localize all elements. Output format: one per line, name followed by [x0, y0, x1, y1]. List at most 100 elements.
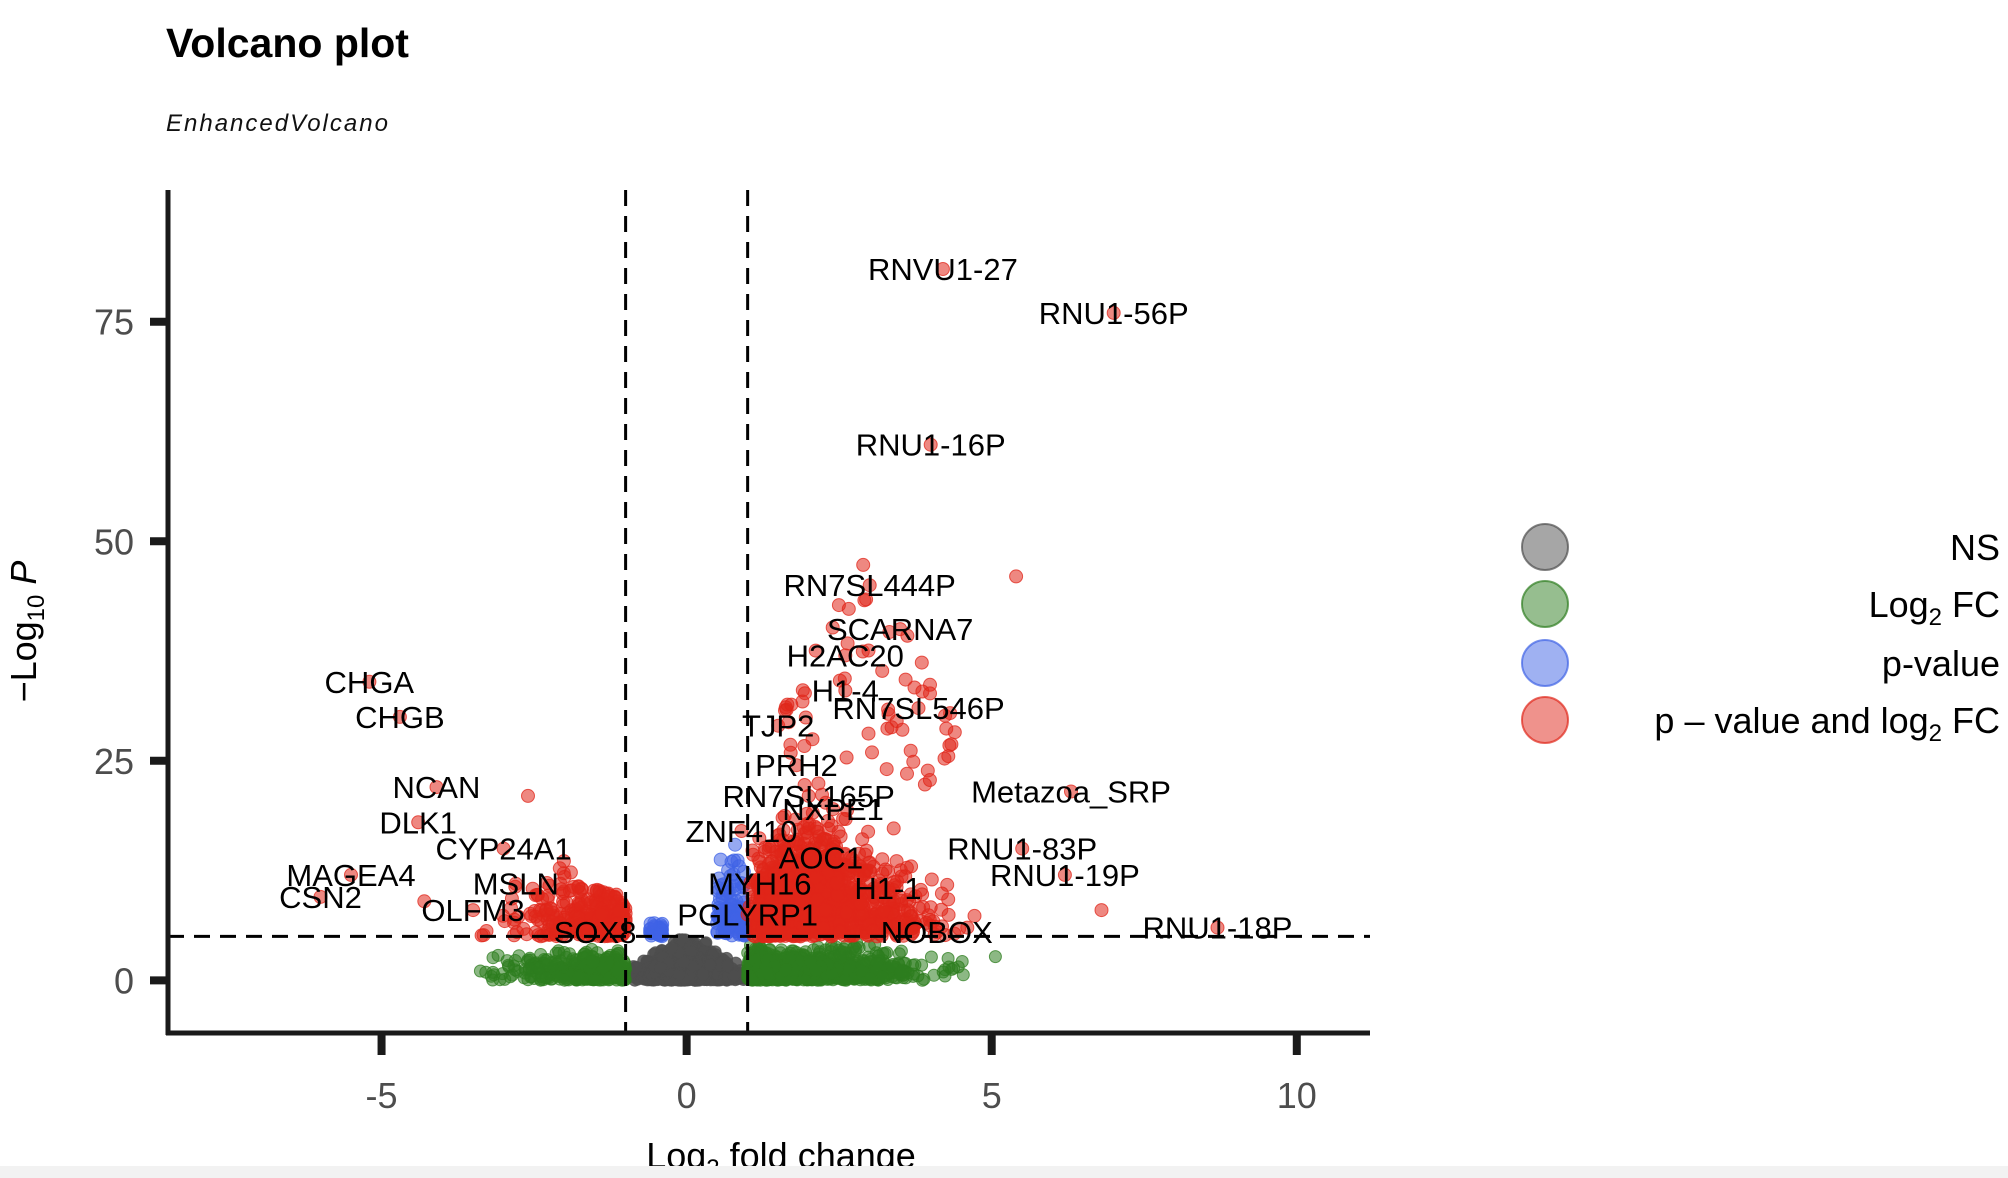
gene-label: PGLYRP1: [677, 897, 818, 932]
data-point-log2fc: [895, 964, 909, 978]
data-point-log2fc: [833, 947, 847, 961]
data-point-log2fc: [596, 961, 610, 975]
gene-label: RN7SL546P: [832, 691, 1004, 726]
data-point-log2fc: [951, 960, 965, 974]
gene-label: H1-1: [854, 871, 921, 906]
data-point-log2fc: [586, 955, 600, 969]
data-point-log2fc: [521, 973, 535, 987]
points-layer: [313, 262, 1225, 987]
legend-key-pvalue: [1521, 639, 1569, 687]
data-point-ns: [703, 958, 717, 972]
data-point-log2fc: [924, 950, 938, 964]
data-point-log2fc: [512, 949, 526, 963]
gene-label: CYP24A1: [436, 832, 572, 867]
data-point-pvalue: [653, 927, 668, 942]
data-point-both: [934, 886, 949, 901]
data-point-log2fc: [540, 958, 554, 972]
legend-key-log2fc: [1521, 580, 1569, 628]
data-point-both: [903, 743, 918, 758]
data-point-both: [900, 766, 914, 781]
data-point-both: [917, 777, 932, 792]
gene-label: NCAN: [393, 770, 481, 805]
window-bottom-edge: [0, 1166, 2008, 1178]
gene-label: NOBOX: [881, 915, 993, 950]
data-point-log2fc: [501, 958, 515, 972]
data-point-both: [839, 750, 854, 765]
data-point-both: [886, 821, 901, 836]
gene-label: H2AC20: [787, 638, 904, 673]
data-point-log2fc: [588, 972, 602, 986]
gene-label: CHGA: [325, 665, 415, 700]
data-point-log2fc: [558, 973, 572, 987]
legend-key-both: [1521, 696, 1569, 744]
gene-label: OLFM3: [421, 893, 524, 928]
gene-label: RNVU1-27: [868, 252, 1018, 287]
data-point-both: [521, 788, 535, 803]
chart-title: Volcano plot: [166, 20, 409, 66]
data-point-log2fc: [572, 969, 586, 983]
data-point-ns: [629, 960, 643, 974]
legend-label-log2fc: Log2 FC: [1869, 584, 2000, 631]
gene-label: CSN2: [279, 880, 362, 915]
x-tick-label: 5: [982, 1075, 1002, 1116]
y-tick-label: 0: [114, 960, 134, 1001]
data-point-log2fc: [915, 958, 929, 972]
legend-label-pvalue: p-value: [1882, 643, 2000, 684]
data-point-both: [865, 745, 879, 760]
data-point-both: [528, 909, 543, 924]
gene-label: RNU1-56P: [1039, 296, 1189, 331]
data-point-log2fc: [938, 969, 952, 983]
legend-label-both: p – value and log2 FC: [1654, 700, 2000, 747]
gene-label: RNU1-16P: [856, 428, 1006, 463]
data-point-both: [816, 921, 831, 936]
data-point-ns: [720, 959, 734, 973]
data-point-log2fc: [780, 963, 793, 977]
gene-label: RN7SL444P: [784, 568, 956, 603]
gene-label: RNU1-18P: [1143, 911, 1293, 946]
legend-label-ns: NS: [1950, 527, 2000, 568]
data-point-both: [1009, 569, 1024, 584]
data-point-both: [839, 905, 854, 920]
data-point-log2fc: [809, 963, 823, 977]
y-axis-title: −Log10 P: [3, 561, 50, 703]
legend: NS Log2 FC p-value p – value and log2 FC: [1521, 523, 2000, 747]
y-tick-label: 75: [94, 302, 134, 343]
data-point-both: [914, 655, 929, 670]
data-point-pvalue: [643, 916, 658, 931]
data-point-both: [1094, 903, 1109, 918]
data-point-both: [937, 751, 952, 766]
data-point-both: [861, 726, 876, 741]
data-point-log2fc: [760, 966, 774, 980]
data-point-log2fc: [876, 970, 890, 984]
data-point-ns: [654, 961, 668, 975]
data-point-log2fc: [568, 953, 582, 967]
gene-label: SOX8: [554, 915, 637, 950]
gene-label: CHGB: [355, 700, 445, 735]
gene-label: Metazoa_SRP: [971, 775, 1171, 810]
gene-label: TJP2: [742, 709, 814, 744]
data-point-both: [586, 883, 601, 898]
x-tick-label: 10: [1277, 1075, 1317, 1116]
data-point-both: [923, 677, 937, 692]
legend-key-ns: [1521, 523, 1569, 571]
gene-labels: RNVU1-27RNU1-56PRNU1-16PRN7SL444PSCARNA7…: [279, 252, 1292, 950]
data-point-log2fc: [863, 971, 877, 984]
data-point-both: [875, 852, 890, 867]
gene-label: RNU1-19P: [990, 858, 1140, 893]
data-point-log2fc: [486, 965, 500, 979]
data-point-log2fc: [473, 964, 487, 978]
data-point-log2fc: [988, 950, 1002, 964]
data-point-both: [559, 895, 574, 910]
data-point-both: [924, 872, 939, 887]
data-point-both: [920, 763, 935, 778]
x-tick-label: 0: [677, 1075, 697, 1116]
data-point-log2fc: [807, 943, 821, 957]
data-point-ns: [665, 941, 679, 955]
y-tick-label: 50: [94, 521, 134, 562]
data-point-both: [942, 738, 957, 753]
data-point-both: [829, 876, 844, 891]
data-point-both: [575, 882, 589, 897]
data-point-log2fc: [852, 941, 866, 955]
